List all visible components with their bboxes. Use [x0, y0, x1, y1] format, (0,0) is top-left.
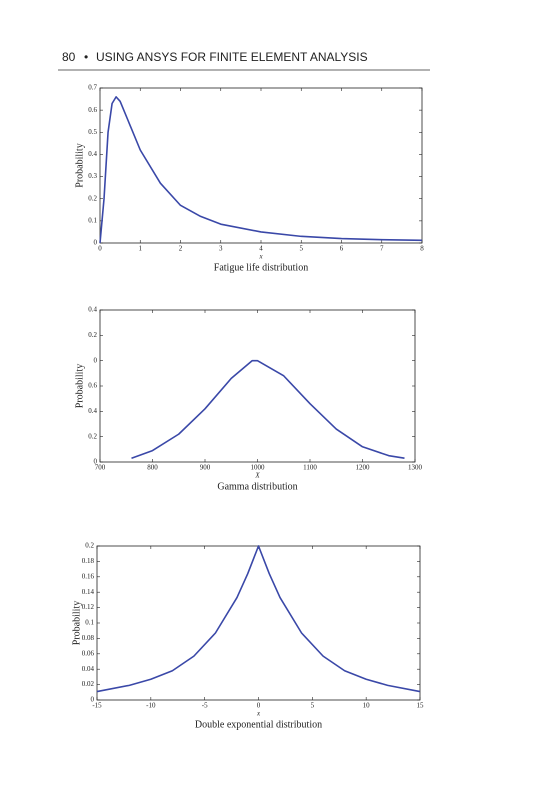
x-tick-label: -15	[92, 702, 102, 710]
y-tick-label: 0.2	[88, 432, 97, 440]
y-tick-label: 0.1	[88, 216, 97, 224]
x-tick-label: 2	[179, 245, 183, 253]
y-tick-label: 0.5	[88, 128, 97, 136]
y-tick-label: 0.18	[82, 557, 95, 565]
y-tick-label: 0	[94, 239, 98, 247]
line-series	[96, 545, 421, 693]
y-tick-label: 0.02	[82, 680, 95, 688]
y-tick-label: 0.2	[88, 194, 97, 202]
x-tick-label: 900	[200, 464, 211, 472]
x-tick-label: -5	[202, 702, 208, 710]
x-tick-label: 4	[259, 245, 263, 253]
x-tick-label: 0	[257, 702, 261, 710]
chart-title: Fatigue life distribution	[214, 262, 308, 273]
y-tick-label: 0.08	[82, 634, 95, 642]
x-tick-label: 6	[340, 245, 344, 253]
axes-frame	[96, 545, 421, 701]
x-tick-label: -10	[146, 702, 156, 710]
y-tick-label: 0.6	[88, 382, 97, 390]
y-tick-label: 0.04	[82, 665, 95, 673]
x-tick-label: 1300	[408, 464, 423, 472]
bullet: •	[84, 50, 88, 64]
y-tick-label: 0.06	[82, 649, 95, 657]
x-tick-label: 1	[139, 245, 143, 253]
x-tick-label: 700	[95, 464, 106, 472]
y-tick-label: 0.7	[88, 84, 97, 92]
y-tick-label: 0	[91, 696, 95, 704]
x-tick-label: 8	[420, 245, 424, 253]
x-tick-label: 10	[363, 702, 371, 710]
x-tick-label: 15	[417, 702, 425, 710]
x-tick-label: 1200	[356, 464, 371, 472]
y-tick-label: 0.2	[88, 331, 97, 339]
y-tick-label: 0.4	[88, 407, 97, 415]
axes-frame	[99, 87, 423, 244]
y-tick-label: 0	[94, 458, 98, 466]
line-series	[99, 96, 423, 244]
chart-title: Double exponential distribution	[195, 719, 322, 730]
x-tick-label: 0	[98, 245, 102, 253]
y-axis-label: Probability	[74, 364, 85, 408]
running-title: USING ANSYS FOR FINITE ELEMENT ANALYSIS	[96, 50, 368, 64]
page-number: 80	[62, 50, 76, 64]
line-series	[131, 359, 405, 459]
x-tick-label: 1000	[251, 464, 266, 472]
x-tick-label: 800	[147, 464, 158, 472]
y-tick-label: 0.3	[88, 172, 97, 180]
x-tick-label: 1100	[303, 464, 317, 472]
x-tick-label: 3	[219, 245, 223, 253]
x-axis-label: x	[258, 253, 263, 261]
x-tick-label: 5	[300, 245, 304, 253]
x-tick-label: 7	[380, 245, 384, 253]
y-tick-label: 0.4	[88, 306, 97, 314]
axes-frame	[99, 309, 416, 463]
y-tick-label: 0.12	[82, 603, 95, 611]
y-tick-label: 0.4	[88, 150, 97, 158]
x-tick-label: 5	[311, 702, 315, 710]
x-axis-label: X	[254, 472, 260, 480]
y-tick-label: 0.2	[85, 542, 94, 550]
y-tick-label: 0.6	[88, 106, 97, 114]
y-axis-label: Probability	[71, 601, 82, 645]
x-axis-label: x	[256, 710, 261, 718]
y-tick-label: 0.14	[82, 588, 95, 596]
y-tick-label: 0.16	[82, 572, 95, 580]
y-tick-label: 0.1	[85, 619, 94, 627]
y-axis-label: Probability	[74, 143, 85, 187]
y-tick-label: 0	[94, 356, 98, 364]
chart-title: Gamma distribution	[217, 481, 297, 492]
